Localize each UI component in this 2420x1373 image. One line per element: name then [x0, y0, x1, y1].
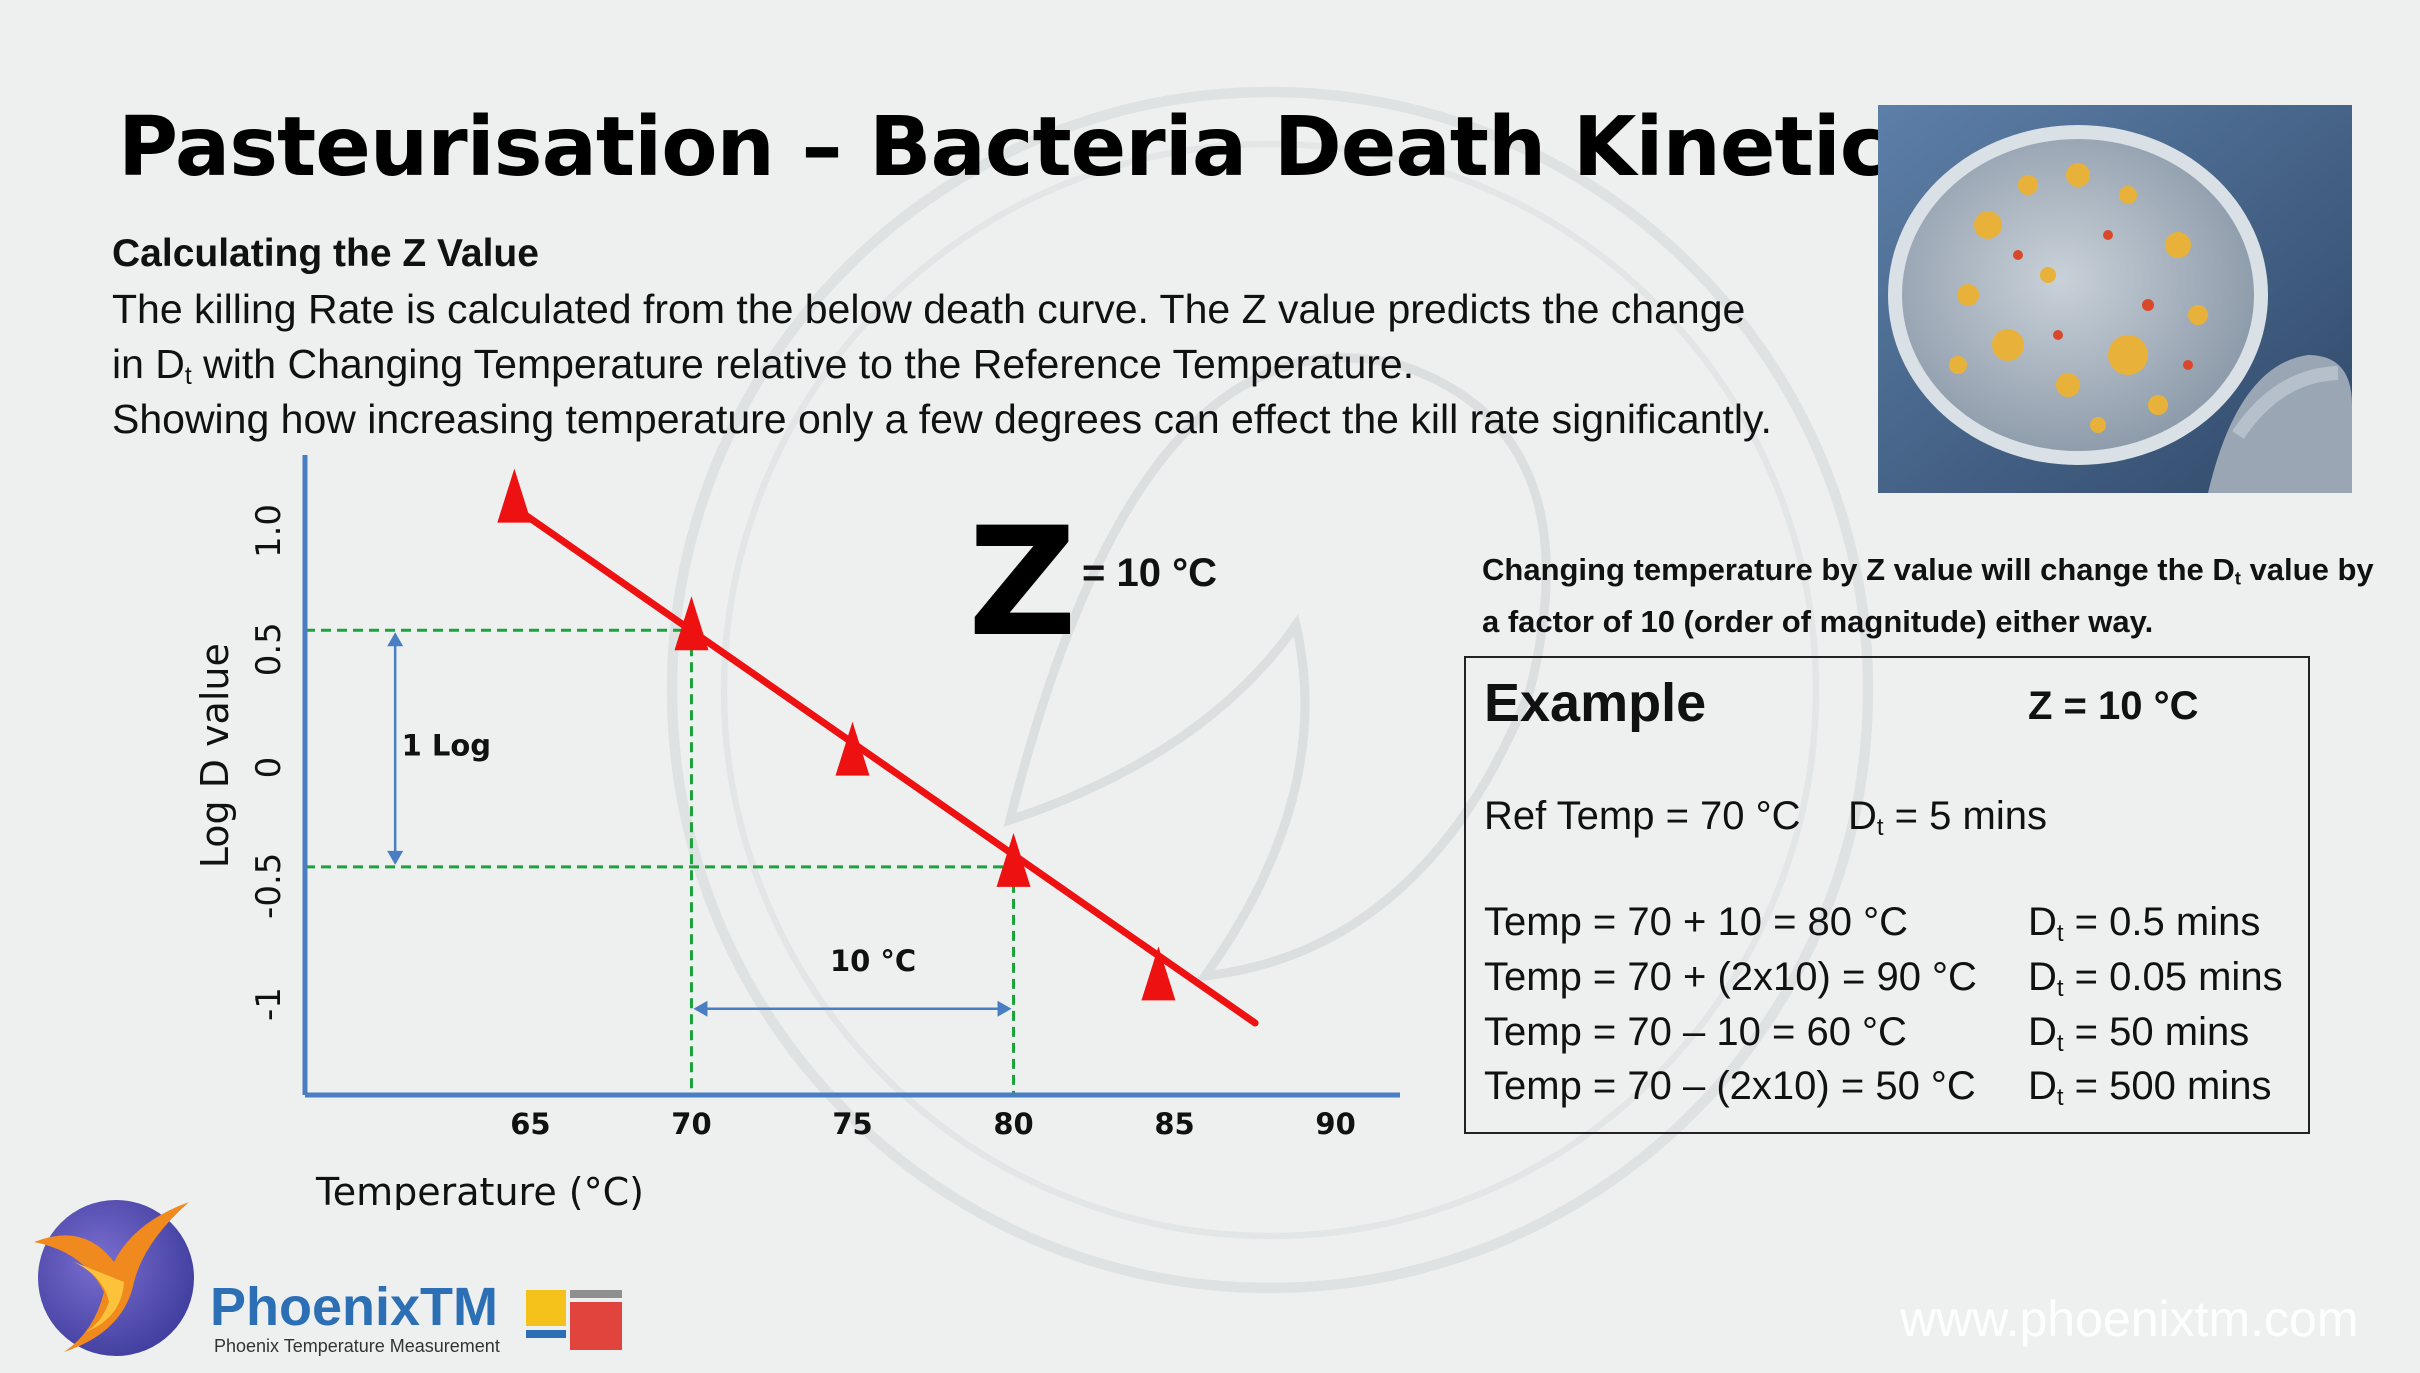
x-tick-label: 75: [832, 1107, 872, 1141]
example-row-dt: Dt = 500 mins: [2028, 1064, 2272, 1111]
brand-blocks-icon: [526, 1290, 622, 1350]
y-tick-label: -0.5: [249, 853, 289, 919]
data-point-marker: [497, 468, 532, 523]
example-row-dt: Dt = 50 mins: [2028, 1010, 2250, 1057]
arrowhead-icon: [387, 632, 404, 647]
arrowhead-icon: [387, 850, 404, 865]
example-z-value: Z = 10 °C: [2028, 684, 2199, 728]
death-curve-line: [510, 503, 1259, 1027]
y-tick-label: 1.0: [249, 504, 289, 558]
chart-annotation: 10 °C: [830, 944, 916, 978]
page-title: Pasteurisation – Bacteria Death Kinetics: [118, 100, 1936, 195]
phoenix-bird-logo: [34, 1200, 194, 1356]
x-tick-label: 85: [1154, 1107, 1194, 1141]
example-row-temp: Temp = 70 – (2x10) = 50 °C: [1484, 1064, 1976, 1108]
z-symbol: Z: [968, 496, 1077, 670]
website-url: www.phoenixtm.com: [1900, 1291, 2359, 1347]
intro-line-1: The killing Rate is calculated from the …: [112, 286, 1746, 332]
x-tick-label: 70: [671, 1107, 711, 1141]
data-point-marker: [835, 721, 870, 776]
z-value-note: Changing temperature by Z value will cha…: [1482, 552, 2374, 639]
example-ref-temp: Ref Temp = 70 °C: [1484, 794, 1801, 838]
example-title: Example: [1484, 673, 1707, 733]
example-ref-dt: Dt = 5 mins: [1848, 794, 2047, 841]
death-curve-chart: 65 70 75 80 85 90 1.0 0.5 0 -0.5 -1 Temperature (°C…: [193, 455, 1400, 1210]
section-subtitle: Calculating the Z Value: [112, 232, 539, 275]
y-axis-title: Log D value: [193, 643, 237, 868]
example-row-dt: Dt = 0.05 mins: [2028, 955, 2283, 1002]
x-axis-title: Temperature (°C): [315, 1170, 644, 1210]
data-point-marker: [996, 832, 1031, 887]
example-row-temp: Temp = 70 + (2x10) = 90 °C: [1484, 955, 1977, 999]
x-tick-label: 80: [993, 1107, 1033, 1141]
example-row-dt: Dt = 0.5 mins: [2028, 900, 2261, 947]
arrowhead-icon: [693, 1000, 708, 1017]
petri-dish-bacteria-photo: [1878, 105, 2352, 493]
x-tick-label: 65: [510, 1107, 550, 1141]
example-row-temp: Temp = 70 + 10 = 80 °C: [1484, 900, 1909, 944]
y-tick-label: 0: [249, 757, 289, 779]
chart-annotation: 1 Log: [402, 729, 491, 763]
intro-line-3: Showing how increasing temperature only …: [112, 396, 1772, 442]
data-point-marker: [674, 596, 709, 651]
brand-name: PhoenixTM: [210, 1277, 499, 1337]
y-tick-label: -1: [249, 987, 289, 1021]
brand-tagline: Phoenix Temperature Measurement: [214, 1336, 500, 1356]
x-tick-label: 90: [1315, 1107, 1355, 1141]
intro-line-2: in Dt with Changing Temperature relative…: [112, 341, 1415, 391]
arrowhead-icon: [997, 1000, 1012, 1017]
y-tick-label: 0.5: [249, 622, 289, 676]
example-box: Example Z = 10 °C Ref Temp = 70 °C Dt = …: [1464, 656, 2310, 1134]
example-row-temp: Temp = 70 – 10 = 60 °C: [1484, 1010, 1907, 1054]
data-point-marker: [1141, 946, 1176, 1001]
z-value-label: = 10 °C: [1082, 551, 1217, 595]
